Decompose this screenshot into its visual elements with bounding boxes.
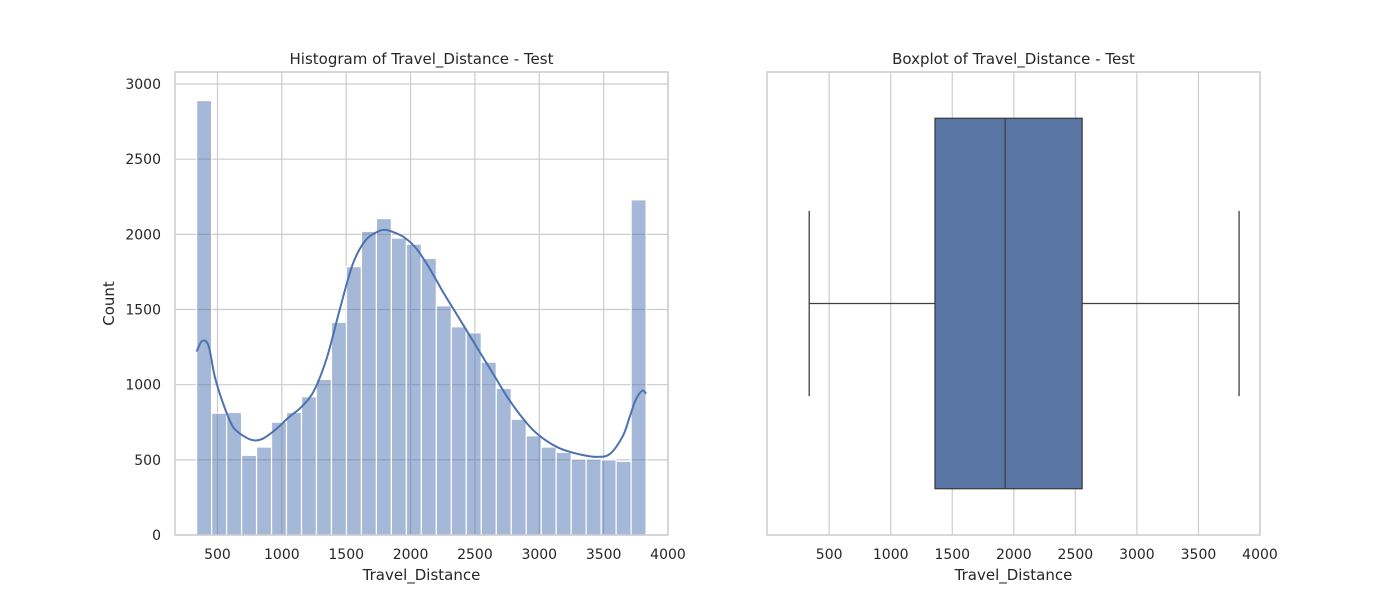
histogram-title: Histogram of Travel_Distance - Test: [290, 50, 554, 69]
histogram-bar: [450, 326, 467, 536]
histogram-bar: [285, 411, 303, 536]
histogram-bar: [330, 321, 348, 536]
x-tick-label: 1000: [873, 547, 909, 563]
y-tick-label: 3000: [125, 77, 161, 93]
boxplot-frame: [766, 71, 1261, 536]
histogram-bar: [510, 418, 527, 536]
x-tick-label: 500: [816, 547, 843, 563]
histogram-bar: [540, 446, 557, 536]
histogram-bar: [465, 332, 482, 536]
histogram-bar: [480, 361, 497, 536]
boxplot-iqr-box: [934, 117, 1083, 490]
histogram-bars: [196, 99, 647, 536]
histogram-bar: [585, 458, 602, 536]
x-tick-label: 4000: [650, 547, 686, 563]
histogram-bar: [345, 266, 363, 536]
histogram-bar: [360, 230, 378, 536]
x-tick-label: 2500: [457, 547, 493, 563]
y-tick-label: 1500: [125, 303, 161, 319]
x-tick-label: 2000: [393, 547, 429, 563]
histogram-bar: [555, 451, 572, 536]
boxplot-panel: 500 1000 1500 2000 2500 3000 3500 4000 Boxplot …: [766, 50, 1278, 585]
x-tick-label: 3500: [1181, 547, 1217, 563]
x-tick-label: 1500: [328, 547, 364, 563]
histogram-panel: 500 1000 1500 2000 2500 3000 3500 4000 0 500 1000…: [100, 50, 686, 585]
y-tick-label: 500: [134, 453, 161, 469]
histogram-bar: [270, 421, 288, 536]
histogram-x-axis-label: Travel_Distance: [362, 566, 481, 585]
histogram-bar: [300, 396, 318, 536]
boxplot-x-ticks: 500 1000 1500 2000 2500 3000 3500 4000: [816, 547, 1278, 563]
histogram-bar: [240, 454, 258, 536]
histogram-bar: [375, 217, 393, 536]
histogram-bar: [405, 243, 422, 536]
histogram-grid: [175, 72, 669, 536]
x-tick-label: 3500: [586, 547, 622, 563]
histogram-bar: [255, 446, 273, 536]
boxplot-x-axis-label: Travel_Distance: [954, 566, 1073, 585]
x-tick-label: 1500: [934, 547, 970, 563]
histogram-frame: [174, 71, 669, 536]
y-tick-label: 1000: [125, 378, 161, 394]
x-tick-label: 4000: [1242, 547, 1278, 563]
histogram-bar: [615, 460, 632, 536]
y-tick-label: 2500: [125, 152, 161, 168]
histogram-bar: [211, 412, 228, 536]
x-tick-label: 1000: [264, 547, 300, 563]
x-tick-label: 3000: [521, 547, 557, 563]
x-tick-label: 3000: [1119, 547, 1155, 563]
histogram-bar: [525, 435, 542, 536]
histogram-bar: [196, 99, 213, 536]
y-tick-label: 2000: [125, 227, 161, 243]
histogram-bar: [570, 458, 587, 536]
histogram-bar: [435, 305, 452, 536]
histogram-bar: [390, 237, 407, 536]
histogram-y-ticks: 0 500 1000 1500 2000 2500 3000: [125, 77, 161, 544]
histogram-bar: [600, 459, 617, 536]
x-tick-label: 2000: [996, 547, 1032, 563]
x-tick-label: 500: [204, 547, 231, 563]
histogram-y-axis-label: Count: [100, 281, 118, 326]
histogram-bar: [630, 199, 647, 536]
kde-curve: [195, 228, 647, 458]
histogram-x-ticks: 500 1000 1500 2000 2500 3000 3500 4000: [204, 547, 686, 563]
x-tick-label: 2500: [1058, 547, 1094, 563]
histogram-bar: [315, 378, 333, 536]
histogram-bar: [225, 411, 243, 536]
histogram-bar: [420, 257, 437, 536]
histogram-bar: [495, 387, 512, 536]
y-tick-label: 0: [152, 528, 161, 544]
boxplot-title: Boxplot of Travel_Distance - Test: [892, 50, 1135, 69]
